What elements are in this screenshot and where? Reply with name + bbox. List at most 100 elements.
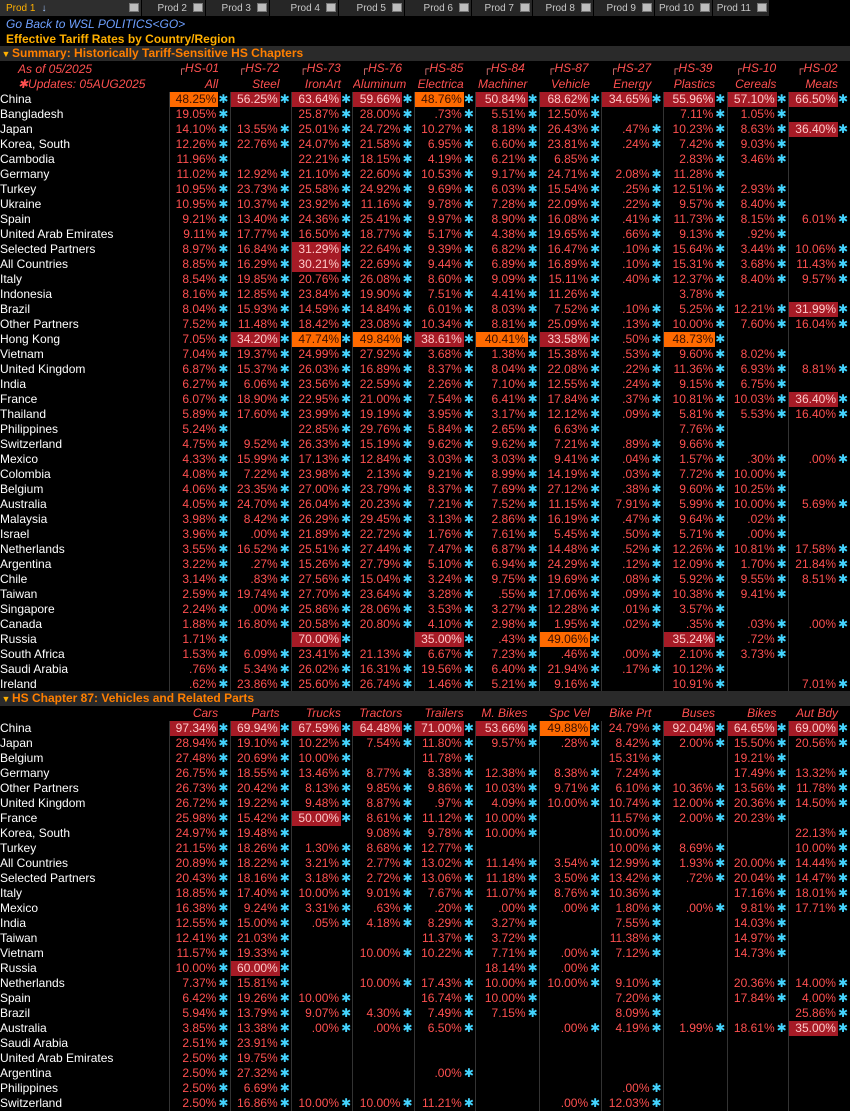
cell-meats[interactable]: 36.40% (787, 122, 838, 137)
drill-star-icon[interactable]: ✱ (651, 841, 664, 856)
cell-plastics[interactable]: 9.13% (662, 227, 716, 242)
drill-star-icon[interactable]: ✱ (590, 766, 602, 781)
cell-trailers[interactable]: 9.86% (413, 781, 464, 796)
cell-tractors[interactable] (352, 991, 403, 1006)
cell-steel[interactable]: 23.86% (229, 677, 280, 692)
drill-star-icon[interactable]: ✱ (527, 107, 540, 122)
drill-star-icon[interactable]: ✱ (651, 527, 664, 542)
drill-star-icon[interactable]: ✱ (776, 92, 789, 107)
drill-star-icon[interactable]: ✱ (341, 1006, 353, 1021)
cell-buses[interactable] (662, 946, 716, 961)
cell-all[interactable]: 4.05% (169, 497, 219, 512)
drill-star-icon[interactable]: ✱ (527, 452, 540, 467)
cell-aluminum[interactable]: 23.08% (352, 317, 403, 332)
drill-star-icon[interactable]: ✱ (279, 497, 292, 512)
cell-cars[interactable]: 28.94% (169, 736, 219, 751)
cell-trucks[interactable] (291, 1036, 342, 1051)
drill-star-icon[interactable]: ✱ (838, 272, 850, 287)
cell-cars[interactable]: 27.48% (169, 751, 219, 766)
cell-energy[interactable]: .17% (601, 662, 652, 677)
drill-star-icon[interactable]: ✱ (715, 662, 728, 677)
drill-star-icon[interactable]: ✱ (527, 512, 540, 527)
drill-star-icon[interactable]: ✱ (776, 497, 789, 512)
drill-star-icon[interactable]: ✱ (651, 886, 664, 901)
drill-star-icon[interactable]: ✱ (651, 856, 664, 871)
cell-bikes[interactable] (726, 1066, 777, 1081)
cell-tractors[interactable]: 10.00% (352, 946, 403, 961)
tab-menu-icon[interactable] (257, 3, 267, 12)
cell-bikes[interactable]: 18.61% (726, 1021, 777, 1036)
cell-plastics[interactable]: 12.37% (662, 272, 716, 287)
drill-star-icon[interactable]: ✱ (341, 647, 353, 662)
drill-star-icon[interactable]: ✱ (218, 662, 231, 677)
column-header[interactable]: Parts (251, 706, 280, 720)
cell-machiner[interactable]: 8.18% (475, 122, 528, 137)
cell-plastics[interactable]: 11.28% (662, 167, 716, 182)
cell-parts[interactable]: 20.42% (229, 781, 280, 796)
cell-parts[interactable]: 19.75% (229, 1051, 280, 1066)
cell-vehicle[interactable]: 9.16% (538, 677, 591, 692)
cell-ironart[interactable]: 26.03% (291, 362, 342, 377)
tab-prod-2[interactable]: Prod 2 (142, 0, 206, 16)
cell-cars[interactable]: 6.42% (169, 991, 219, 1006)
drill-star-icon[interactable]: ✱ (590, 617, 602, 632)
tab-menu-icon[interactable] (459, 3, 469, 12)
drill-star-icon[interactable]: ✱ (715, 781, 728, 796)
cell-steel[interactable]: 22.76% (229, 137, 280, 152)
drill-star-icon[interactable]: ✱ (402, 617, 415, 632)
cell-ironart[interactable]: 23.41% (291, 647, 342, 662)
hs-code-header[interactable]: ┌HS-10 (727, 61, 788, 77)
cell-steel[interactable]: 15.99% (229, 452, 280, 467)
cell-spc-vel[interactable] (538, 916, 591, 931)
cell-all[interactable]: 1.71% (169, 632, 219, 647)
cell-trucks[interactable] (291, 1051, 342, 1066)
drill-star-icon[interactable]: ✱ (279, 1096, 292, 1111)
cell-tractors[interactable]: 8.87% (352, 796, 403, 811)
cell-parts[interactable]: 19.22% (229, 796, 280, 811)
drill-star-icon[interactable]: ✱ (402, 1006, 415, 1021)
cell-cereals[interactable]: 10.03% (726, 392, 777, 407)
cell-plastics[interactable]: 2.83% (662, 152, 716, 167)
drill-star-icon[interactable]: ✱ (651, 662, 664, 677)
cell-spc-vel[interactable]: 8.76% (538, 886, 591, 901)
drill-star-icon[interactable]: ✱ (463, 167, 476, 182)
cell-m-bikes[interactable] (475, 841, 528, 856)
drill-star-icon[interactable]: ✱ (590, 587, 602, 602)
drill-star-icon[interactable]: ✱ (463, 736, 476, 751)
collapse-triangle-icon[interactable]: ▼ (1, 49, 11, 59)
cell-meats[interactable]: 9.57% (787, 272, 838, 287)
cell-energy[interactable]: .66% (601, 227, 652, 242)
cell-machiner[interactable]: 2.98% (475, 617, 528, 632)
drill-star-icon[interactable]: ✱ (341, 257, 353, 272)
drill-star-icon[interactable]: ✱ (279, 931, 292, 946)
cell-vehicle[interactable]: 49.06% (538, 632, 591, 647)
cell-parts[interactable]: 19.26% (229, 991, 280, 1006)
drill-star-icon[interactable]: ✱ (715, 437, 728, 452)
cell-tractors[interactable] (352, 931, 403, 946)
cell-vehicle[interactable]: 7.52% (538, 302, 591, 317)
drill-star-icon[interactable]: ✱ (463, 152, 476, 167)
drill-star-icon[interactable]: ✱ (279, 557, 292, 572)
drill-star-icon[interactable]: ✱ (715, 227, 728, 242)
cell-machiner[interactable]: 6.60% (475, 137, 528, 152)
drill-star-icon[interactable]: ✱ (590, 467, 602, 482)
drill-star-icon[interactable]: ✱ (527, 167, 540, 182)
cell-energy[interactable]: .50% (601, 332, 652, 347)
cell-ironart[interactable]: 31.29% (291, 242, 342, 257)
cell-vehicle[interactable]: 12.55% (538, 377, 591, 392)
drill-star-icon[interactable]: ✱ (776, 931, 789, 946)
cell-m-bikes[interactable] (475, 1096, 528, 1111)
cell-meats[interactable]: 21.84% (787, 557, 838, 572)
cell-aluminum[interactable]: 14.84% (352, 302, 403, 317)
drill-star-icon[interactable]: ✱ (218, 632, 231, 647)
cell-aluminum[interactable]: 22.60% (352, 167, 403, 182)
drill-star-icon[interactable]: ✱ (590, 721, 602, 736)
cell-ironart[interactable]: 25.51% (291, 542, 342, 557)
cell-aut-bdy[interactable] (787, 811, 838, 826)
cell-vehicle[interactable]: 22.08% (538, 362, 591, 377)
drill-star-icon[interactable]: ✱ (715, 856, 728, 871)
cell-machiner[interactable]: 40.41% (475, 332, 528, 347)
cell-bike-prt[interactable]: 8.42% (601, 736, 652, 751)
cell-parts[interactable]: 19.33% (229, 946, 280, 961)
drill-star-icon[interactable]: ✱ (651, 437, 664, 452)
